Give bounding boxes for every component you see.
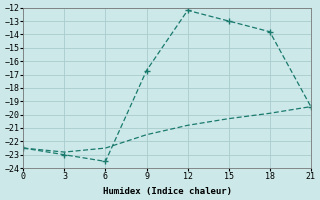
X-axis label: Humidex (Indice chaleur): Humidex (Indice chaleur): [103, 187, 232, 196]
